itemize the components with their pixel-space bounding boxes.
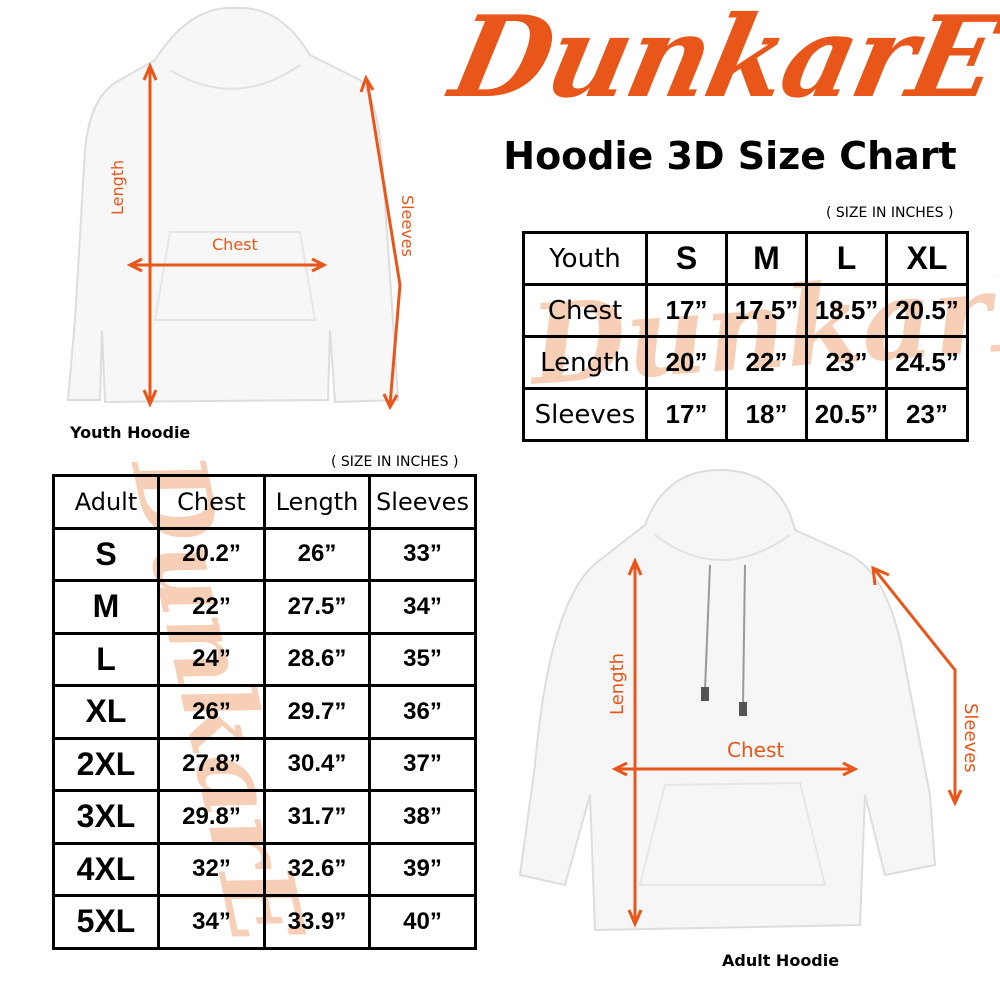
table-cell: 29.7” bbox=[263, 684, 371, 740]
adult-hoodie-image: Length Chest Sleeves bbox=[518, 468, 981, 932]
table-cell: 23” bbox=[805, 335, 888, 390]
table-cell: 38” bbox=[368, 789, 477, 845]
sleeves-arrow bbox=[365, 79, 402, 406]
table-cell: 32.6” bbox=[263, 841, 371, 897]
youth-sleeves-label: Sleeves bbox=[398, 195, 417, 257]
table-header-cell: S bbox=[645, 231, 728, 286]
table-cell: 33” bbox=[368, 526, 477, 582]
table-cell: 30.4” bbox=[263, 736, 371, 792]
row-label: Chest bbox=[522, 283, 648, 338]
table-cell: 31.7” bbox=[263, 789, 371, 845]
table-header-row: Youth S M L XL bbox=[522, 231, 969, 286]
table-cell: 37” bbox=[368, 736, 477, 792]
youth-size-table: Youth S M L XL Chest 17” 17.5” 18.5” 20.… bbox=[522, 231, 969, 442]
youth-hoodie-image: Length Chest Sleeves bbox=[66, 6, 417, 411]
table-header-cell: XL bbox=[885, 231, 969, 286]
table-cell: 20.5” bbox=[885, 283, 969, 338]
table-cell: 24.5” bbox=[885, 335, 969, 390]
table-cell: 24” bbox=[157, 631, 266, 687]
table-cell: 22” bbox=[725, 335, 808, 390]
table-cell: 26” bbox=[263, 526, 371, 582]
row-label: 2XL bbox=[52, 736, 160, 792]
youth-unit-note: ( SIZE IN INCHES ) bbox=[826, 205, 954, 221]
table-cell: 17” bbox=[645, 387, 728, 442]
table-row: Length 20” 22” 23” 24.5” bbox=[522, 335, 969, 390]
table-row: S 20.2” 26” 33” bbox=[52, 526, 477, 582]
table-header-row: Adult Chest Length Sleeves bbox=[52, 474, 477, 530]
table-row: 3XL 29.8” 31.7” 38” bbox=[52, 789, 477, 845]
page-title: Hoodie 3D Size Chart bbox=[503, 134, 957, 178]
row-label: XL bbox=[52, 684, 160, 740]
youth-chest-label: Chest bbox=[212, 235, 258, 254]
table-cell: 29.8” bbox=[157, 789, 266, 845]
youth-hoodie-caption: Youth Hoodie bbox=[70, 423, 191, 442]
row-label: Length bbox=[522, 335, 648, 390]
row-label: 5XL bbox=[52, 894, 160, 950]
table-cell: 18.5” bbox=[805, 283, 888, 338]
table-cell: 27.5” bbox=[263, 579, 371, 635]
table-cell: 33.9” bbox=[263, 894, 371, 950]
table-cell: 39” bbox=[368, 841, 477, 897]
adult-unit-note: ( SIZE IN INCHES ) bbox=[331, 454, 459, 470]
adult-length-label: Length bbox=[607, 653, 628, 715]
table-cell: 20.5” bbox=[805, 387, 888, 442]
table-row: 4XL 32” 32.6” 39” bbox=[52, 841, 477, 897]
table-row: Sleeves 17” 18” 20.5” 23” bbox=[522, 387, 969, 442]
table-row: M 22” 27.5” 34” bbox=[52, 579, 477, 635]
youth-length-label: Length bbox=[108, 160, 127, 215]
row-label: L bbox=[52, 631, 160, 687]
table-cell: 35” bbox=[368, 631, 477, 687]
table-cell: 34” bbox=[157, 894, 266, 950]
table-header-cell: Length bbox=[263, 474, 371, 530]
table-header-cell: L bbox=[805, 231, 888, 286]
table-header-cell: Sleeves bbox=[368, 474, 477, 530]
table-cell: 23” bbox=[885, 387, 969, 442]
table-cell: 20” bbox=[645, 335, 728, 390]
row-label: M bbox=[52, 579, 160, 635]
table-header-cell: Adult bbox=[52, 474, 160, 530]
table-cell: 36” bbox=[368, 684, 477, 740]
adult-size-table: Adult Chest Length Sleeves S 20.2” 26” 33” M… bbox=[52, 474, 477, 950]
row-label: Sleeves bbox=[522, 387, 648, 442]
table-cell: 28.6” bbox=[263, 631, 371, 687]
row-label: 3XL bbox=[52, 789, 160, 845]
table-cell: 17” bbox=[645, 283, 728, 338]
table-cell: 18” bbox=[725, 387, 808, 442]
table-header-cell: M bbox=[725, 231, 808, 286]
table-cell: 20.2” bbox=[157, 526, 266, 582]
adult-hoodie-caption: Adult Hoodie bbox=[722, 951, 840, 970]
sleeves-arrow bbox=[873, 569, 957, 800]
table-cell: 26” bbox=[157, 684, 266, 740]
table-cell: 32” bbox=[157, 841, 266, 897]
adult-sleeves-label: Sleeves bbox=[960, 703, 981, 773]
table-header-cell: Chest bbox=[157, 474, 266, 530]
brand-logo: DunkarE bbox=[440, 0, 1000, 123]
table-row: 5XL 34” 33.9” 40” bbox=[52, 894, 477, 950]
row-label: S bbox=[52, 526, 160, 582]
table-row: L 24” 28.6” 35” bbox=[52, 631, 477, 687]
table-row: 2XL 27.8” 30.4” 37” bbox=[52, 736, 477, 792]
table-cell: 40” bbox=[368, 894, 477, 950]
table-header-cell: Youth bbox=[522, 231, 648, 286]
row-label: 4XL bbox=[52, 841, 160, 897]
table-cell: 17.5” bbox=[725, 283, 808, 338]
table-row: Chest 17” 17.5” 18.5” 20.5” bbox=[522, 283, 969, 338]
table-cell: 22” bbox=[157, 579, 266, 635]
adult-chest-label: Chest bbox=[727, 738, 784, 762]
table-cell: 34” bbox=[368, 579, 477, 635]
table-row: XL 26” 29.7” 36” bbox=[52, 684, 477, 740]
table-cell: 27.8” bbox=[157, 736, 266, 792]
